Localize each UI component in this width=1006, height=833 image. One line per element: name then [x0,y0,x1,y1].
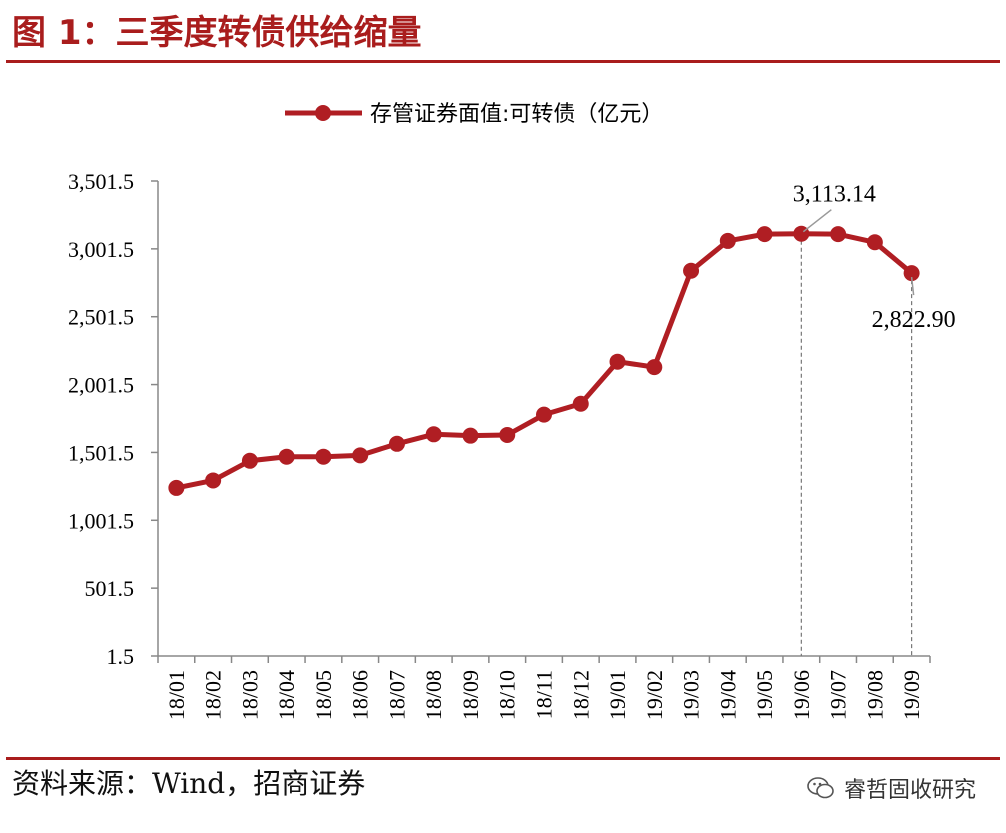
x-tick-label: 19/08 [862,670,887,720]
x-tick-label: 19/03 [679,670,704,720]
legend-label: 存管证券面值:可转债（亿元） [370,102,663,127]
title-rule [6,60,1000,63]
x-tick-label: 18/06 [348,670,373,720]
data-point [903,265,920,282]
data-point [425,426,442,443]
data-label: 3,113.14 [793,182,876,208]
x-tick-label: 19/06 [789,670,814,720]
y-tick-label: 2,001.5 [68,373,134,398]
x-tick-label: 18/04 [274,670,299,720]
y-tick-label: 2,501.5 [68,305,134,330]
x-tick-label: 18/10 [495,670,520,720]
x-tick-label: 18/09 [458,670,483,720]
x-tick-label: 19/07 [826,670,851,720]
leader-line [802,209,832,233]
x-tick-label: 19/05 [752,670,777,720]
data-point [168,479,185,496]
x-tick-label: 18/03 [237,670,262,720]
data-point [499,426,516,443]
legend-marker-swatch [315,105,331,121]
wechat-icon [807,777,834,799]
x-tick-label: 18/07 [384,670,409,720]
axes: 1.5 501.5 1,001.5 1,501.5 2,001.5 2,501.5 3,00… [68,169,931,720]
data-point [241,452,258,469]
leader-line [910,277,915,296]
legend: 存管证券面值:可转债（亿元） [285,102,663,127]
data-point [352,447,369,464]
y-tick-label: 3,501.5 [68,169,134,194]
x-tick-label: 18/08 [421,670,446,720]
figure-title: 图 1：三季度转债供给缩量 [12,13,422,53]
data-point [683,262,700,279]
annotations: 3,113.14 2,822.90 [793,182,956,333]
x-tick-label: 19/02 [642,670,667,720]
x-tick-label: 19/09 [899,670,924,720]
x-tick-label: 19/04 [715,670,740,720]
x-tick-label: 18/01 [164,670,189,720]
data-point [278,448,295,465]
x-tick-label: 18/02 [201,670,226,720]
data-point [646,359,663,376]
data-point [536,406,552,423]
data-point [315,448,332,465]
y-tick-label: 1.5 [107,644,135,669]
watermark: 睿哲固收研究 [806,772,976,804]
data-point [205,472,222,489]
x-tick-label: 18/05 [311,670,336,720]
data-point [572,395,589,412]
source-note: 资料来源：Wind，招商证券 [12,767,366,800]
data-point [756,226,773,243]
x-tick-label: 18/11 [532,670,557,719]
data-point [830,226,847,243]
data-point [388,435,405,452]
y-tick-label: 3,001.5 [68,237,134,262]
x-tick-label: 19/01 [605,670,630,720]
x-tick-label: 18/12 [568,670,593,720]
data-point [719,232,736,249]
y-tick-label: 1,001.5 [68,508,134,533]
footer-rule [6,757,1000,760]
data-point [866,234,883,251]
data-point [609,353,626,370]
data-point [462,427,479,444]
series [168,225,920,496]
y-tick-label: 501.5 [85,576,135,601]
data-label: 2,822.90 [872,307,956,333]
annotation-guides [800,233,913,656]
y-tick-label: 1,501.5 [68,440,134,465]
watermark-text: 睿哲固收研究 [843,778,976,803]
